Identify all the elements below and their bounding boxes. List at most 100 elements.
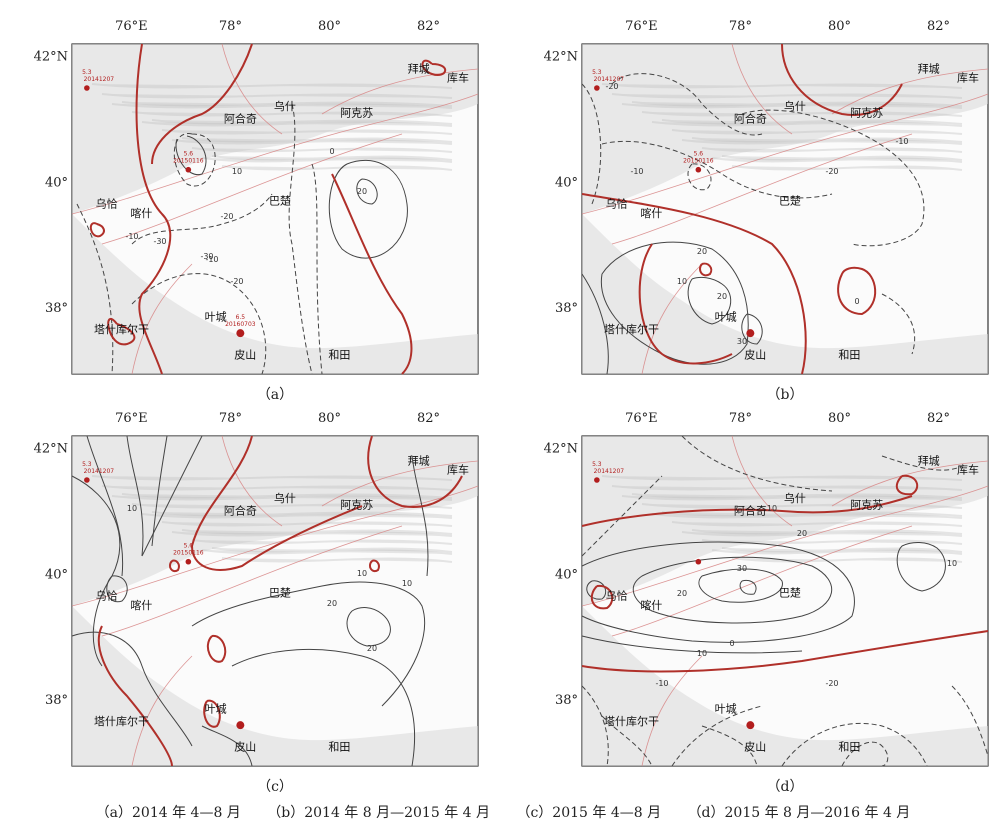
positive-contour [71,631,193,747]
positive-contour [698,568,783,603]
terrain-ridge [691,137,963,143]
city-label: 乌什 [784,491,806,505]
contour-label: 20 [717,292,727,301]
contour-label: 20 [357,187,367,196]
terrain-ridge [101,485,453,491]
fault-line [321,460,479,507]
zero-contour [203,699,221,728]
terrain-ridge [631,493,963,499]
zero-contour [97,625,173,767]
lat-label: 42°N [34,50,68,65]
negative-contour [687,163,712,191]
city-label: 拜城 [408,454,430,467]
lon-label: 78° [219,19,242,34]
contour-label: -20 [230,277,243,286]
negative-contour [581,83,602,205]
lon-label: 80° [318,19,341,34]
city-label: 库车 [447,463,469,477]
terrain-ridge [621,103,963,109]
earthquake-epicenter [746,329,755,338]
earthquake-epicenter [185,166,192,173]
fault-line [221,435,283,527]
map-svg-c: 76°E 78° 80° 82° 42°N 40° 38° 10 10 20 10 20 拜城库车乌什阿… [34,411,479,767]
negative-contour [681,435,833,492]
city-label: 喀什 [130,207,152,220]
positive-contour [141,435,203,557]
zero-contour [135,43,172,375]
zero-contour [107,317,136,346]
contour-label: -10 [630,167,643,176]
negative-contour [288,103,313,375]
city-label: 巴楚 [779,585,801,599]
contour-label: 10 [127,504,137,513]
terrain-ridge [121,101,453,107]
city-label: 塔什库尔干 [94,715,149,728]
axis-labels: 76°E 78° 80° 82° 42°N 40° 38° [544,19,950,316]
lat-label: 38° [45,693,68,708]
contour-label: 30 [737,337,747,346]
positive-contour [632,556,833,624]
fault-line [831,460,989,507]
zero-contour [206,634,227,663]
panel-label-a: （a） [256,387,294,403]
terrain-ridge [671,129,963,135]
terrain-ridge [161,521,453,527]
terrain-ridge [641,111,963,117]
city-label: 皮山 [744,348,766,361]
negative-contour [131,193,273,245]
positive-contour [741,313,763,345]
lon-label: 82° [927,411,950,426]
earthquake-epicenter [84,477,90,483]
city-label: 拜城 [918,62,940,75]
terrain-ridge [181,137,453,143]
lat-label: 38° [45,301,68,316]
zero-contour [581,495,913,527]
negative-contour [781,722,928,767]
contour-label: -30 [200,252,213,261]
axis-labels: 76°E 78° 80° 82° 42°N 40° 38° [544,411,950,708]
city-label: 和田 [328,348,350,361]
positive-contour [191,581,426,707]
map-svg-d: 76°E 78° 80° 82° 42°N 40° 38° 10 20 30 20 10 0 -10 -20… [544,411,989,767]
quake-date: 20141207 [594,76,625,83]
zero-contour [699,262,713,277]
lon-label: 82° [417,411,440,426]
city-label: 皮山 [234,740,256,753]
terrain-relief [72,214,478,374]
quake-magnitude: 5.3 [592,69,602,76]
fault-line [831,68,989,115]
contour-label: 0 [329,147,334,156]
map-panel-d: 76°E 78° 80° 82° 42°N 40° 38° 10 20 30 20 10 0 -10 -20… [510,392,989,792]
lon-label: 78° [219,411,242,426]
contour-label: -20 [825,679,838,688]
contour-label: -10 [125,232,138,241]
positive-contour [106,575,128,603]
contour-label: 10 [402,579,412,588]
positive-contour [346,607,391,647]
city-label: 乌恰 [606,196,628,210]
zero-contour [331,173,413,375]
zero-contour [638,243,733,365]
terrain-ridge [211,547,453,553]
contour-label: 20 [367,644,377,653]
quake-magnitude: 5.3 [82,69,92,76]
fault-line [71,93,479,215]
city-label: 塔什库尔干 [94,323,149,336]
negative-contour [76,203,114,375]
city-label: 库车 [957,71,979,85]
terrain-ridge [191,539,453,545]
positive-contour [600,241,749,365]
negative-contour [881,293,916,355]
fault-line [611,525,913,637]
contour-label: -20 [605,82,618,91]
positive-contour [175,135,207,176]
city-label: 巴楚 [269,585,291,599]
axis-labels: 76°E 78° 80° 82° 42°N 40° 38° [34,19,440,316]
earthquake-epicenter [236,721,245,730]
city-label: 乌恰 [96,196,118,210]
city-label: 乌恰 [606,588,628,602]
terrain-ridge [721,155,963,161]
contour-label: -30 [153,237,166,246]
terrain-ridge [191,147,453,153]
quake-date: 20141207 [84,468,115,475]
